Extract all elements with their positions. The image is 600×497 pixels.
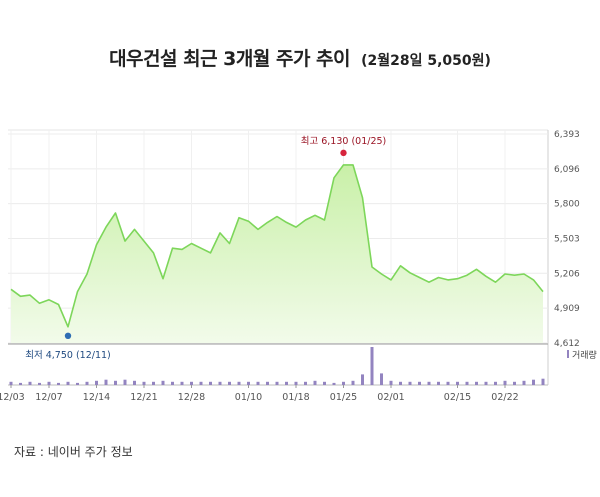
price-area-fill [11, 164, 543, 343]
volume-bar [152, 381, 155, 385]
x-tick-label: 12/28 [178, 392, 205, 403]
volume-bar [57, 382, 60, 385]
volume-bar [475, 381, 478, 385]
x-tick-label: 12/21 [130, 392, 157, 403]
volume-bar [266, 381, 269, 385]
volume-bar [380, 373, 383, 385]
volume-bar [285, 381, 288, 385]
volume-bar [342, 381, 345, 385]
y-tick-label: 6,096 [554, 165, 580, 175]
volume-bar [332, 382, 336, 385]
y-tick-label: 4,909 [554, 304, 580, 314]
annotation-layer: 최고 6,130 (01/25) 최저 4,750 (12/11) [25, 136, 386, 361]
volume-bar [304, 381, 307, 385]
low-label: 최저 4,750 (12/11) [25, 350, 111, 361]
volume-bar [351, 380, 355, 385]
volume-bar [66, 381, 70, 385]
volume-bar [513, 381, 516, 385]
volume-bar [437, 381, 440, 385]
volume-bar [275, 381, 279, 385]
volume-bar [114, 380, 117, 385]
volume-bar [503, 380, 507, 385]
volume-bar [399, 381, 402, 385]
volume-bar [209, 381, 212, 385]
volume-bar [142, 381, 146, 385]
volume-bar [218, 381, 222, 385]
volume-bar [228, 381, 231, 385]
volume-bar [247, 381, 250, 385]
volume-bar [180, 381, 184, 385]
x-tick-label: 02/22 [491, 392, 518, 403]
volume-bar [446, 381, 450, 385]
x-tick-label: 01/10 [235, 392, 262, 403]
volume-bar [190, 381, 193, 385]
volume-bar [47, 381, 51, 385]
x-tick-label: 12/03 [0, 392, 25, 403]
y-tick-label: 5,206 [554, 269, 580, 279]
volume-bar [133, 380, 136, 385]
volume-bar [418, 381, 421, 385]
y-tick-label: 6,393 [554, 130, 580, 140]
volume-bar [237, 381, 241, 385]
x-tick-label: 01/18 [282, 392, 309, 403]
volume-bar [19, 382, 22, 385]
source-note: 자료 : 네이버 주가 정보 [14, 445, 133, 459]
volume-bar [9, 381, 13, 385]
area-layer [10, 164, 544, 343]
axis-layer: 6,393 6,096 5,800 5,503 5,206 4,909 4,612 12/03… [0, 130, 580, 403]
volume-bar [389, 380, 393, 385]
volume-bar [465, 381, 469, 385]
volume-bar [199, 381, 203, 385]
chart-title-block: 대우건설 최근 3개월 주가 추이 (2월28일 5,050원) [0, 44, 600, 71]
volume-bar [95, 380, 98, 385]
volume-bar [427, 381, 431, 385]
chart-subtitle: (2월28일 5,050원) [361, 53, 491, 69]
volume-bar [494, 381, 497, 385]
volume-bar [532, 379, 535, 385]
volume-legend-swatch [567, 350, 569, 358]
volume-bar [313, 380, 317, 385]
volume-bar [541, 378, 545, 385]
volume-bar [123, 379, 127, 385]
x-tick-label: 01/25 [330, 392, 357, 403]
y-tick-label: 4,612 [554, 339, 580, 349]
volume-bar [294, 381, 298, 385]
x-tick-label: 12/07 [35, 392, 62, 403]
x-tick-label: 12/14 [83, 392, 110, 403]
volume-bar [161, 380, 165, 385]
high-label: 최고 6,130 (01/25) [301, 136, 387, 147]
y-tick-label: 5,503 [554, 234, 580, 244]
volume-bar [456, 381, 459, 385]
volume-bar [85, 381, 89, 385]
volume-bar [256, 381, 260, 385]
volume-layer: 거래량 [9, 347, 597, 385]
x-tick-label: 02/15 [444, 392, 471, 403]
volume-bar [28, 381, 32, 385]
y-tick-label: 5,800 [554, 200, 580, 210]
volume-bar [171, 381, 174, 385]
volume-bar [361, 374, 364, 385]
chart-title: 대우건설 최근 3개월 주가 추이 [109, 48, 351, 70]
low-marker [64, 332, 72, 340]
volume-bar [484, 381, 488, 385]
volume-label: 거래량 [572, 349, 597, 361]
volume-bar [323, 381, 326, 385]
x-tick-label: 02/01 [377, 392, 404, 403]
price-line [10, 164, 544, 328]
volume-bar [76, 382, 79, 385]
volume-bar [370, 347, 374, 385]
volume-bar [522, 380, 526, 385]
volume-bar [408, 381, 412, 385]
high-marker [340, 149, 347, 157]
volume-bar [38, 382, 41, 385]
volume-bar [104, 379, 108, 385]
